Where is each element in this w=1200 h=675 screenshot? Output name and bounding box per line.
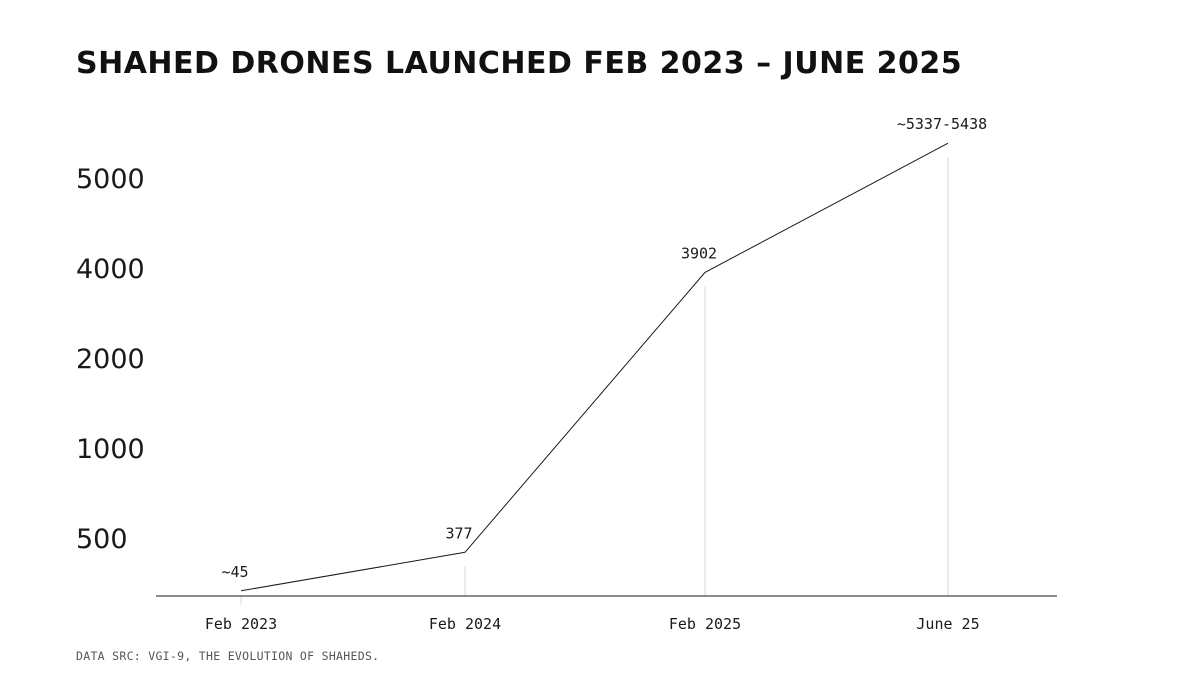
data-label: 3902 [681,244,717,262]
x-tick-label: Feb 2024 [429,615,501,633]
y-axis-ticks: 500 1000 2000 4000 5000 [76,164,145,555]
y-tick-label: 1000 [76,434,145,465]
data-label: ~45 [221,563,248,581]
data-labels: ~45 377 3902 ~5337-5438 [221,115,987,581]
x-axis-ticks: Feb 2023 Feb 2024 Feb 2025 June 25 [205,615,980,633]
source-note: DATA SRC: VGI-9, THE EVOLUTION OF SHAHED… [76,649,380,663]
y-tick-label: 4000 [76,254,145,285]
y-tick-label: 2000 [76,344,145,375]
drop-lines [240,157,949,605]
x-tick-label: June 25 [916,615,979,633]
chart-title: SHAHED DRONES LAUNCHED FEB 2023 – JUNE 2… [76,46,963,81]
data-label: 377 [445,524,472,542]
y-tick-label: 5000 [76,164,145,195]
data-label: ~5337-5438 [897,115,987,133]
series-line [240,142,949,592]
x-tick-label: Feb 2023 [205,615,277,633]
x-tick-label: Feb 2025 [669,615,741,633]
y-tick-label: 500 [76,524,128,555]
